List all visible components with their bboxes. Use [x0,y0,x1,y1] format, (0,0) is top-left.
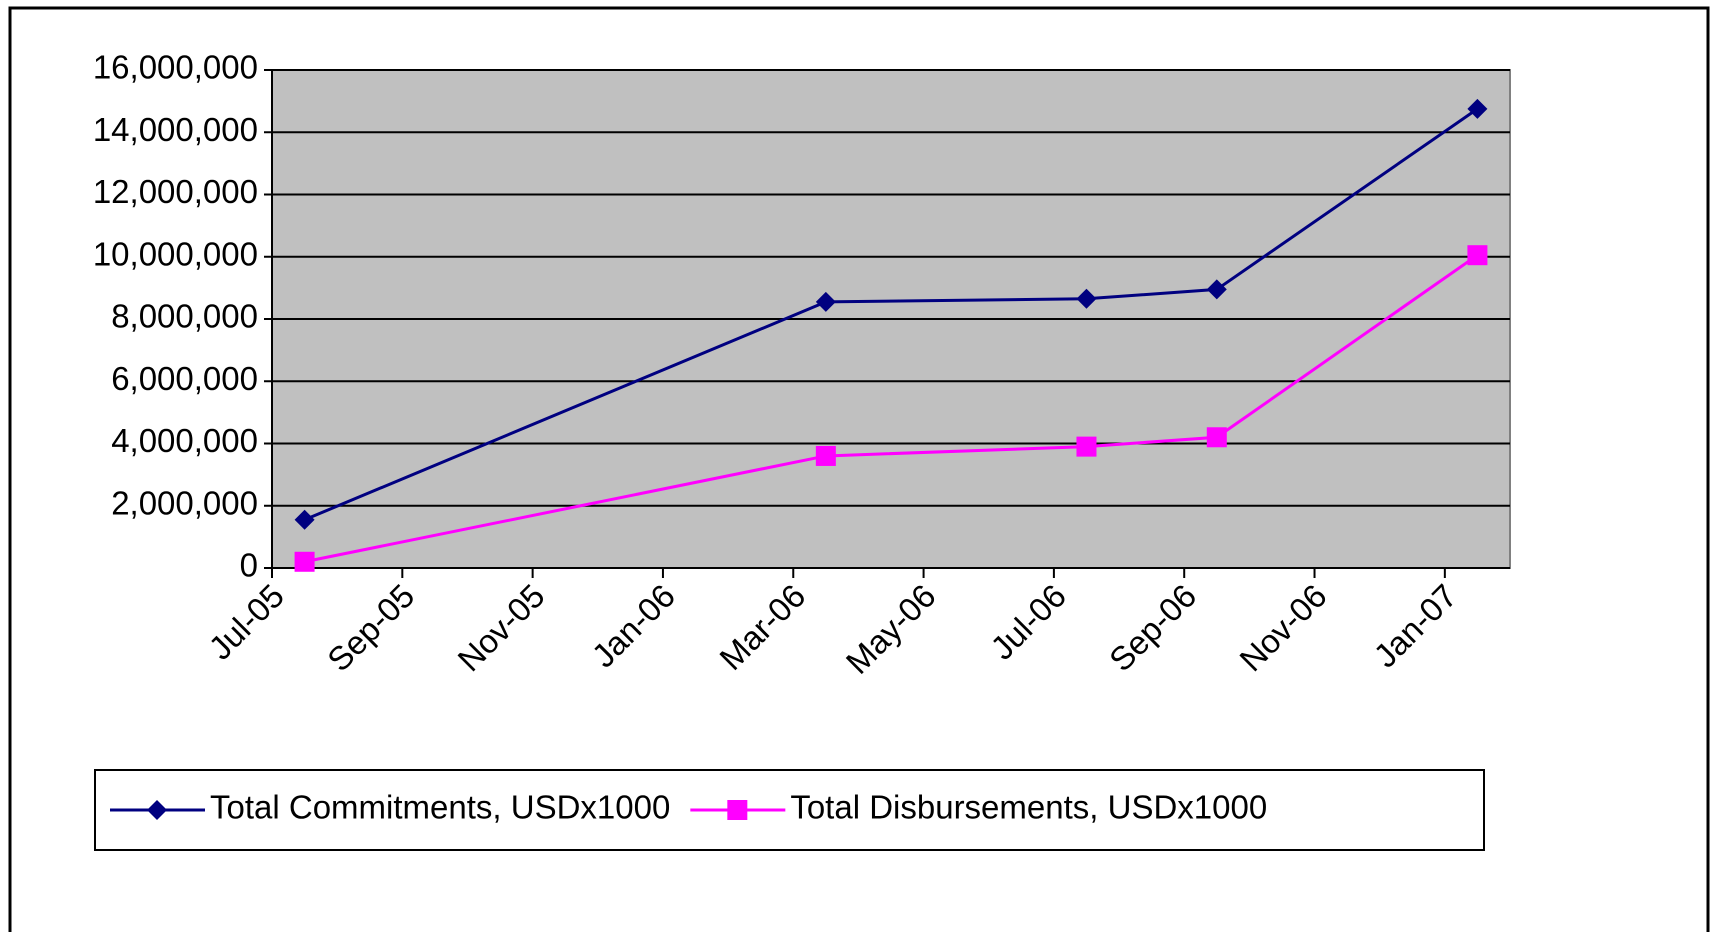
marker [1206,427,1227,448]
marker [1206,279,1227,300]
legend-marker [727,800,748,820]
y-tick-label: 8,000,000 [111,298,258,335]
y-tick-label: 0 [240,547,258,584]
legend-box [94,769,1485,851]
marker [1467,98,1488,119]
y-tick-label: 4,000,000 [111,422,258,459]
y-tick-label: 2,000,000 [111,484,258,521]
marker [294,509,315,530]
legend-label: Total Disbursements, USDx1000 [790,789,1267,826]
marker [294,551,315,572]
y-tick-label: 10,000,000 [93,235,258,272]
legend-marker [147,800,167,820]
marker [815,291,836,312]
legend-label: Total Commitments, USDx1000 [210,789,670,826]
marker [815,445,836,466]
marker [1467,245,1488,266]
y-tick-label: 6,000,000 [111,360,258,397]
marker [1076,288,1097,309]
y-tick-label: 14,000,000 [93,111,258,148]
y-tick-label: 16,000,000 [93,49,258,86]
marker [1076,436,1097,457]
y-tick-label: 12,000,000 [93,173,258,210]
